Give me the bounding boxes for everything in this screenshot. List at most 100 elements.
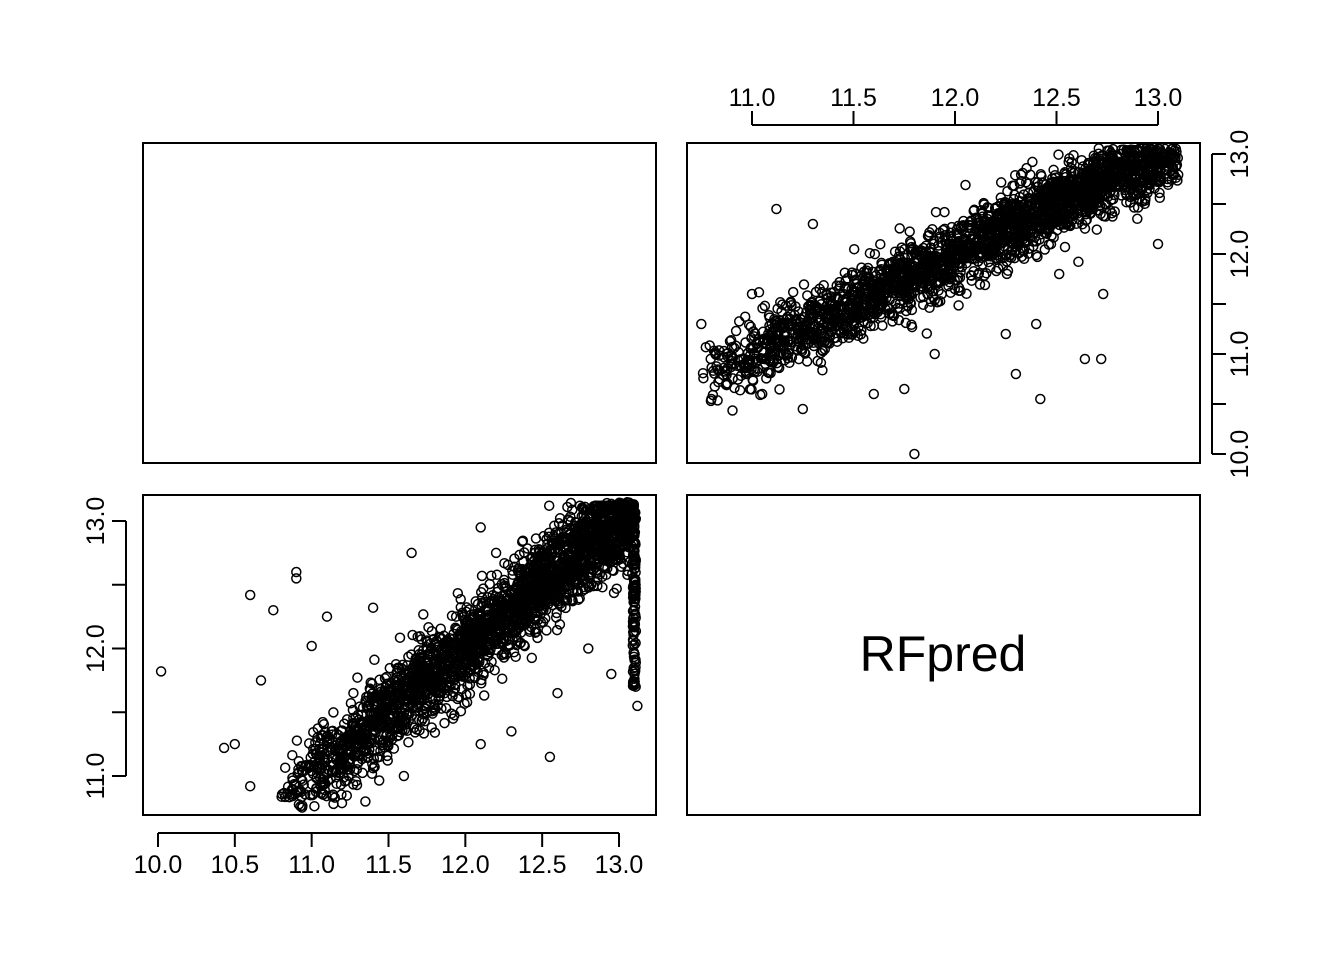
data-point <box>296 802 308 813</box>
data-point <box>543 500 555 511</box>
data-point <box>446 638 458 650</box>
data-point <box>747 355 759 367</box>
data-point <box>532 576 544 588</box>
data-point <box>321 790 332 802</box>
data-point <box>774 384 785 395</box>
data-point <box>553 598 564 609</box>
data-point <box>1106 208 1118 219</box>
data-point <box>374 722 386 733</box>
x-tick-label: 12.0 <box>931 84 980 112</box>
data-point <box>991 240 1003 251</box>
data-point <box>374 735 386 746</box>
data-point <box>488 605 500 617</box>
data-point <box>318 772 330 783</box>
data-point <box>384 732 396 743</box>
data-point <box>953 300 964 311</box>
y-tick-label: 11.0 <box>1226 331 1254 378</box>
data-point <box>1167 162 1179 173</box>
data-point <box>757 303 768 314</box>
data-point <box>1166 168 1178 179</box>
data-point <box>476 610 487 622</box>
data-point <box>455 705 467 717</box>
data-point <box>1107 143 1119 155</box>
outlier-point <box>868 388 880 400</box>
data-point <box>903 274 914 285</box>
data-point <box>485 638 496 650</box>
data-point <box>1127 188 1139 200</box>
data-point <box>858 333 869 344</box>
data-point <box>368 709 380 721</box>
data-point <box>884 303 896 315</box>
data-point <box>850 282 862 294</box>
data-point <box>753 287 765 298</box>
data-point <box>1009 189 1020 200</box>
data-point <box>567 504 578 516</box>
data-point <box>738 353 749 364</box>
data-point <box>845 307 856 318</box>
data-point <box>426 722 437 733</box>
data-point <box>295 773 307 785</box>
data-point <box>980 239 992 251</box>
data-point <box>589 546 601 558</box>
data-point <box>319 753 330 765</box>
data-point <box>335 725 347 736</box>
data-point <box>833 304 845 315</box>
data-point <box>983 256 994 268</box>
data-point <box>498 647 510 659</box>
data-point <box>894 223 905 234</box>
data-point <box>441 668 452 680</box>
data-point <box>935 276 946 288</box>
data-point <box>828 332 840 344</box>
data-point <box>551 624 563 636</box>
data-point <box>804 308 816 320</box>
data-point <box>954 272 966 283</box>
data-point <box>321 768 333 780</box>
data-point <box>772 329 783 340</box>
data-point <box>894 253 906 264</box>
data-point <box>1068 150 1079 161</box>
data-point <box>1099 198 1111 210</box>
data-point <box>496 673 508 684</box>
data-point <box>1165 148 1176 160</box>
data-point <box>557 520 568 531</box>
y-tick-label: 10.0 <box>1226 430 1254 479</box>
data-point <box>418 609 429 620</box>
outlier-point <box>771 203 782 215</box>
data-point <box>1009 169 1021 181</box>
data-point <box>721 379 732 391</box>
data-point <box>809 305 821 317</box>
data-point <box>892 302 903 314</box>
data-point <box>1037 192 1048 203</box>
data-point <box>522 567 534 578</box>
data-point <box>291 735 303 746</box>
data-point <box>945 227 956 238</box>
data-point <box>1073 214 1085 225</box>
data-point <box>778 321 790 333</box>
data-point <box>1020 215 1032 226</box>
data-point <box>374 751 385 763</box>
data-point <box>425 638 436 649</box>
data-point <box>1022 187 1034 199</box>
data-point <box>868 282 879 293</box>
y-tick-label: 13.0 <box>1226 130 1254 179</box>
data-point <box>825 327 837 338</box>
data-point <box>1166 160 1177 171</box>
data-point <box>834 276 845 288</box>
data-point <box>343 770 354 781</box>
data-point <box>317 743 329 755</box>
data-point <box>1141 177 1153 189</box>
data-point <box>1045 196 1056 207</box>
data-point <box>792 344 803 355</box>
data-point <box>1053 268 1065 280</box>
data-point <box>997 260 1009 272</box>
data-point <box>1016 175 1027 187</box>
data-point <box>516 575 527 587</box>
data-point <box>974 279 986 290</box>
data-point <box>316 730 327 741</box>
data-point <box>502 559 514 571</box>
data-point <box>293 767 305 778</box>
data-point <box>973 267 985 279</box>
outlier-point <box>797 403 809 415</box>
data-point <box>973 220 985 232</box>
data-point <box>1091 166 1102 177</box>
